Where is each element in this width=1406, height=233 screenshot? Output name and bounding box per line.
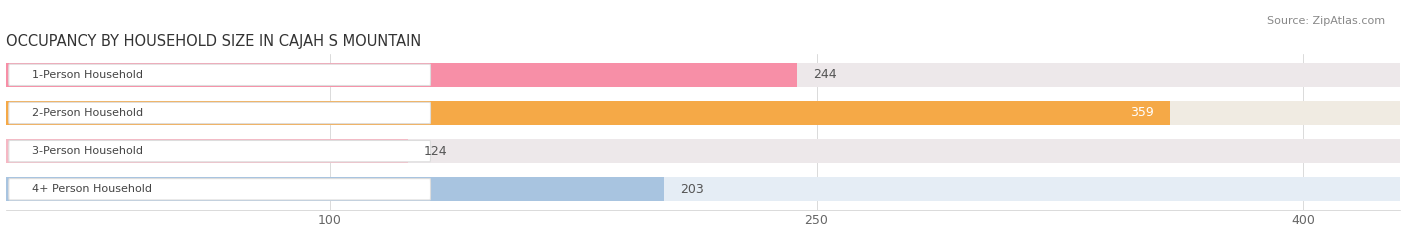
Bar	[6, 139, 1400, 163]
Text: 2-Person Household: 2-Person Household	[31, 108, 142, 118]
Text: 203: 203	[681, 183, 704, 196]
Text: 359: 359	[1130, 106, 1154, 120]
Bar	[6, 63, 1400, 87]
Text: Source: ZipAtlas.com: Source: ZipAtlas.com	[1267, 16, 1385, 26]
Text: 124: 124	[425, 145, 447, 158]
FancyBboxPatch shape	[8, 179, 430, 200]
Bar	[6, 178, 1400, 201]
FancyBboxPatch shape	[8, 102, 430, 124]
Bar	[6, 178, 664, 201]
Text: 244: 244	[813, 68, 837, 81]
Text: 1-Person Household: 1-Person Household	[31, 70, 142, 80]
Text: OCCUPANCY BY HOUSEHOLD SIZE IN CAJAH S MOUNTAIN: OCCUPANCY BY HOUSEHOLD SIZE IN CAJAH S M…	[6, 34, 420, 48]
FancyBboxPatch shape	[8, 140, 430, 162]
Bar	[6, 101, 1170, 125]
Text: 3-Person Household: 3-Person Household	[31, 146, 142, 156]
Text: 4+ Person Household: 4+ Person Household	[31, 184, 152, 194]
Bar	[6, 63, 797, 87]
Bar	[6, 101, 1400, 125]
FancyBboxPatch shape	[8, 64, 430, 86]
Bar	[6, 139, 408, 163]
